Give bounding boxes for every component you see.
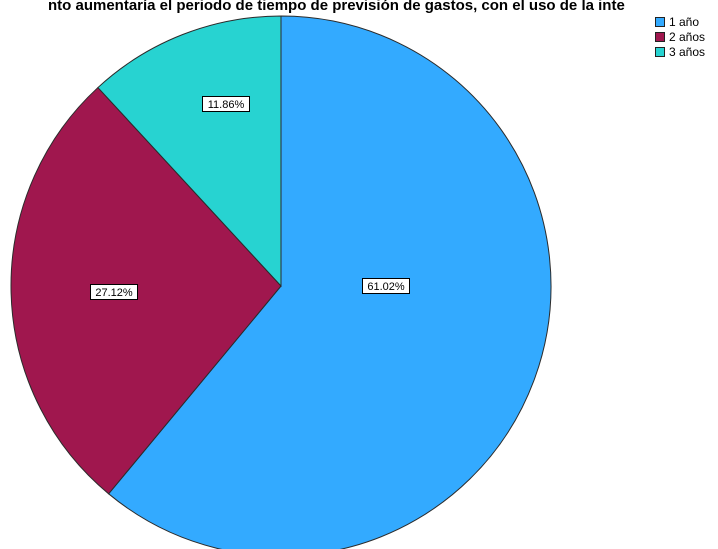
legend-item-2: 2 años — [655, 29, 705, 44]
pie-slice-1 — [107, 15, 552, 549]
svg-text:27.12%: 27.12% — [95, 287, 133, 299]
legend: 1 año 2 años 3 años — [655, 14, 705, 59]
svg-text:11.86%: 11.86% — [208, 99, 245, 111]
legend-swatch-2 — [655, 31, 665, 42]
legend-item-1: 1 año — [655, 14, 705, 29]
svg-text:61.02%: 61.02% — [367, 281, 405, 293]
legend-item-3: 3 años — [655, 44, 705, 59]
legend-label-2: 2 años — [669, 29, 706, 44]
data-label-1: 61.02% — [362, 278, 410, 294]
data-label-3: 11.86% — [202, 96, 250, 112]
legend-swatch-3 — [655, 46, 665, 57]
pie-slice-3 — [97, 15, 282, 288]
chart-title: nto aumentaría el periodo de tiempo de p… — [48, 0, 625, 14]
legend-swatch-1 — [655, 16, 665, 27]
legend-label-3: 3 años — [669, 44, 706, 59]
data-label-2: 27.12% — [90, 284, 138, 300]
legend-label-1: 1 año — [669, 14, 700, 29]
pie-slice-2 — [10, 86, 282, 495]
